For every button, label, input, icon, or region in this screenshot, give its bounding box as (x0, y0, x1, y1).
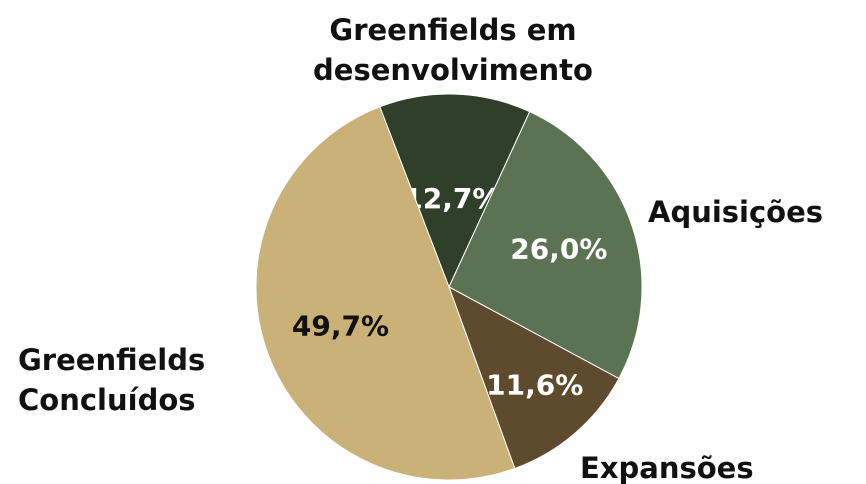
pie-slice (255, 106, 516, 481)
data-label: 49,7% (292, 309, 389, 342)
category-label: Greenfields em desenvolvimento (313, 13, 593, 87)
data-label: 11,6% (486, 368, 583, 401)
data-label: 26,0% (510, 232, 607, 265)
pie-slice (448, 285, 620, 470)
pie-slice (448, 111, 643, 380)
pie-slice (379, 93, 531, 289)
category-label: Expansões (580, 451, 754, 484)
category-label: Greenfields Concluídos (18, 343, 206, 417)
category-label: Aquisições (648, 195, 824, 229)
